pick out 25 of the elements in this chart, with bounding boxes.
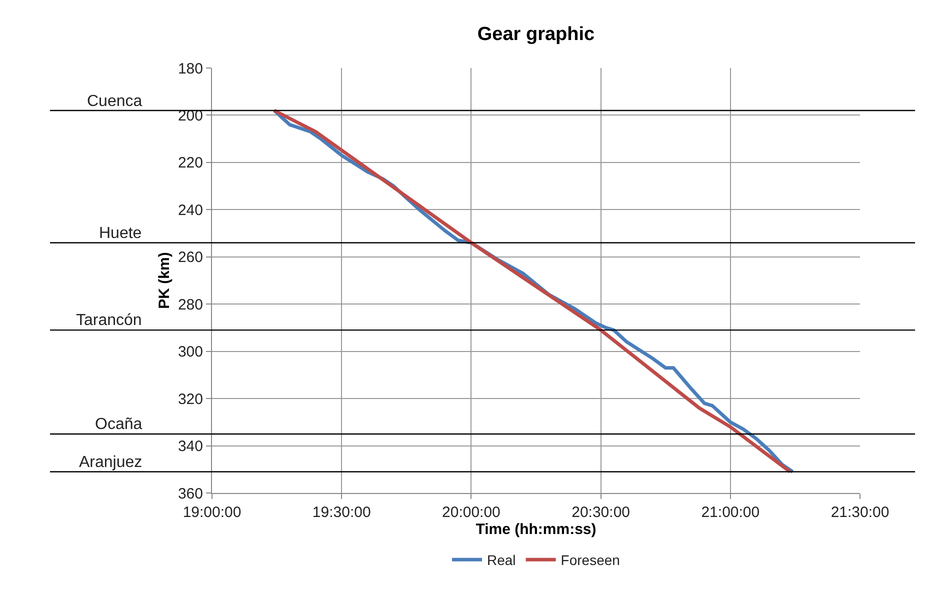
x-axis-title: Time (hh:mm:ss): [476, 521, 596, 538]
x-tick-label: 20:30:00: [572, 504, 630, 521]
x-tick-label: 21:30:00: [830, 504, 890, 521]
legend-label: Real: [487, 552, 516, 568]
chart-title: Gear graphic: [477, 24, 596, 45]
y-tick-label: 180: [178, 60, 203, 78]
y-tick-label: 240: [178, 202, 203, 219]
y-tick-label: 260: [178, 249, 203, 266]
legend-label: Foreseen: [560, 552, 620, 568]
x-tick-label: 19:30:00: [312, 504, 371, 521]
ref-line-label: Huete: [99, 225, 142, 242]
y-tick-label: 360: [178, 485, 203, 502]
ref-line-label: Aranjuez: [79, 454, 142, 471]
x-tick-label: 20:00:00: [442, 504, 500, 521]
ref-line-label: Tarancón: [76, 312, 142, 329]
x-tick-label: 19:00:00: [182, 504, 242, 521]
y-tick-label: 320: [178, 390, 203, 408]
y-tick-label: 300: [178, 344, 203, 361]
x-tick-label: 21:00:00: [701, 504, 760, 521]
ref-line-label: Cuenca: [87, 93, 142, 110]
y-tick-label: 340: [178, 438, 203, 456]
y-axis-title: PK (km): [156, 252, 174, 309]
y-tick-label: 280: [178, 296, 203, 314]
ref-line-label: Ocaña: [95, 416, 142, 433]
y-tick-label: 220: [178, 154, 203, 172]
